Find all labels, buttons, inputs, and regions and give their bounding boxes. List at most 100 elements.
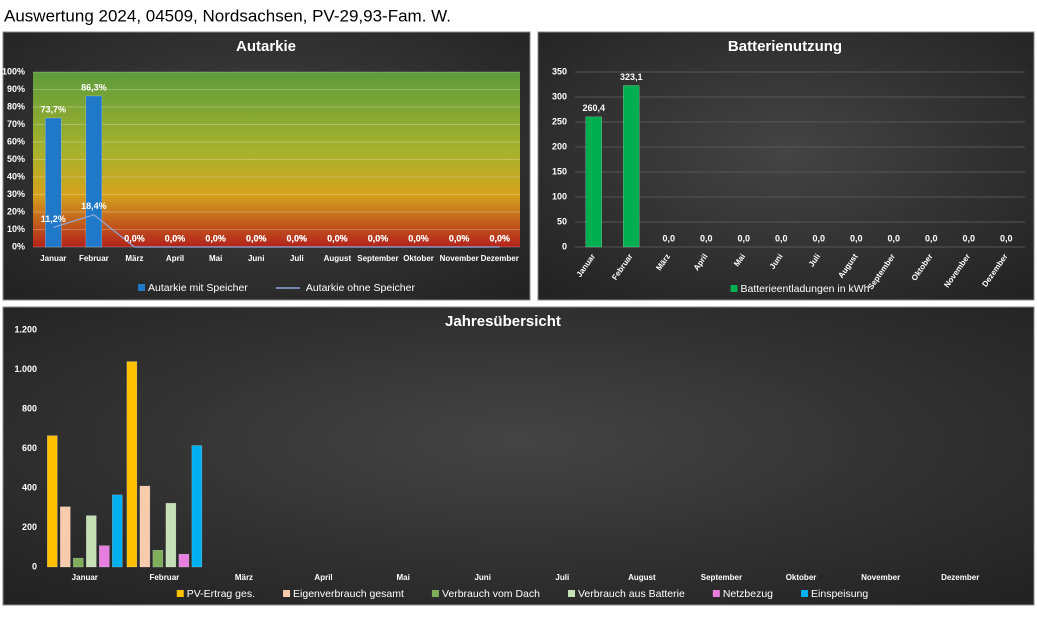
legend-label: Netzbezug <box>723 588 773 600</box>
value-label: 0,0% <box>327 233 348 243</box>
x-tick-label: Mai <box>396 573 409 582</box>
x-tick-label: September <box>357 254 398 263</box>
value-label: 73,7% <box>41 104 67 114</box>
value-label: 323,1 <box>620 72 643 82</box>
bar <box>139 485 151 568</box>
y-tick-label: 0 <box>32 561 37 571</box>
bar <box>623 85 640 248</box>
value-label: 0,0 <box>850 233 863 243</box>
y-tick-label: 200 <box>22 522 37 532</box>
y-tick-label: 40% <box>7 171 25 181</box>
y-tick-label: 800 <box>22 403 37 413</box>
x-tick-label: März <box>235 573 253 582</box>
value-label: 0,0% <box>205 233 226 243</box>
y-tick-label: 600 <box>22 443 37 453</box>
value-label: 18,4% <box>81 201 107 211</box>
value-label: 0,0% <box>408 233 429 243</box>
x-tick-label: April <box>314 573 332 582</box>
value-label: 0,0% <box>327 233 348 243</box>
legend-label: Autarkie ohne Speicher <box>306 282 416 294</box>
bar <box>191 445 203 568</box>
x-tick-label: August <box>628 573 656 582</box>
x-tick-label: Februar <box>149 573 179 582</box>
y-tick-label: 1.200 <box>14 324 37 334</box>
plot-background <box>33 72 520 247</box>
x-tick-label: Dezember <box>481 254 519 263</box>
y-tick-label: 150 <box>552 166 567 176</box>
y-tick-label: 90% <box>7 84 25 94</box>
legend-label: Autarkie mit Speicher <box>148 282 248 294</box>
legend-label: Verbrauch vom Dach <box>442 588 540 600</box>
value-label: 0,0 <box>1000 233 1013 243</box>
value-label: 260,4 <box>582 103 605 113</box>
value-label: 0,0% <box>165 233 186 243</box>
legend-swatch <box>730 285 738 292</box>
y-tick-label: 400 <box>22 482 37 492</box>
y-tick-label: 0 <box>562 241 567 251</box>
value-label: 0,0 <box>887 233 900 243</box>
value-label: 0,0 <box>662 233 675 243</box>
x-tick-label: Juli <box>555 573 569 582</box>
legend-swatch <box>176 590 184 597</box>
y-tick-label: 10% <box>7 224 25 234</box>
value-label: 11,2% <box>41 214 66 224</box>
x-tick-label: Mai <box>209 254 222 263</box>
value-label: 0,0% <box>489 233 510 243</box>
x-tick-label: März <box>125 254 143 263</box>
value-label: 86,3% <box>81 82 107 92</box>
legend-swatch <box>138 284 146 291</box>
value-label: 0,0% <box>246 233 267 243</box>
x-tick-label: Februar <box>79 254 109 263</box>
y-tick-label: 70% <box>7 119 25 129</box>
bar <box>178 553 190 568</box>
value-label: 0,0% <box>368 233 389 243</box>
value-label: 0,0 <box>700 233 713 243</box>
x-tick-label: September <box>701 573 742 582</box>
y-tick-label: 100% <box>2 66 25 76</box>
value-label: 0,0% <box>124 233 145 243</box>
legend-swatch <box>801 590 809 597</box>
chart-title: Batterienutzung <box>728 38 842 55</box>
bar <box>47 435 58 568</box>
value-label: 0,0% <box>205 233 226 243</box>
x-tick-label: Juli <box>290 254 304 263</box>
value-label: 0,0 <box>737 233 750 243</box>
bar <box>86 515 97 568</box>
value-label: 0,0 <box>775 233 788 243</box>
y-tick-label: 50% <box>7 154 25 164</box>
x-tick-label: Juni <box>474 573 490 582</box>
x-tick-label: November <box>861 573 900 582</box>
bar <box>585 116 602 248</box>
value-label: 0,0% <box>489 233 510 243</box>
legend-label: Batterieentladungen in kWh <box>741 283 870 295</box>
value-label: 0,0% <box>165 233 186 243</box>
bar <box>112 494 123 568</box>
legend-swatch <box>431 590 439 597</box>
x-tick-label: Oktober <box>403 254 434 263</box>
bar <box>73 557 84 568</box>
value-label: 0,0% <box>449 233 470 243</box>
value-label: 0,0% <box>408 233 429 243</box>
legend-swatch <box>712 590 720 597</box>
x-tick-label: Dezember <box>941 573 979 582</box>
value-label: 0,0% <box>449 233 470 243</box>
value-label: 0,0 <box>812 233 825 243</box>
x-tick-label: Januar <box>40 254 66 263</box>
legend-label: Einspeisung <box>811 588 868 600</box>
chart-title: Autarkie <box>236 38 296 55</box>
bar <box>126 361 138 568</box>
y-tick-label: 20% <box>7 206 25 216</box>
legend-swatch <box>568 590 575 597</box>
legend-label: Verbrauch aus Batterie <box>578 588 685 600</box>
y-tick-label: 300 <box>552 91 567 101</box>
x-tick-label: Juni <box>248 254 264 263</box>
page-title: Auswertung 2024, 04509, Nordsachsen, PV-… <box>4 6 451 25</box>
legend-swatch <box>283 590 291 597</box>
bar <box>60 506 71 568</box>
x-tick-label: Oktober <box>786 573 817 582</box>
bar <box>165 502 177 568</box>
y-tick-label: 30% <box>7 189 25 199</box>
panel <box>537 31 1035 301</box>
x-tick-label: August <box>324 254 352 263</box>
